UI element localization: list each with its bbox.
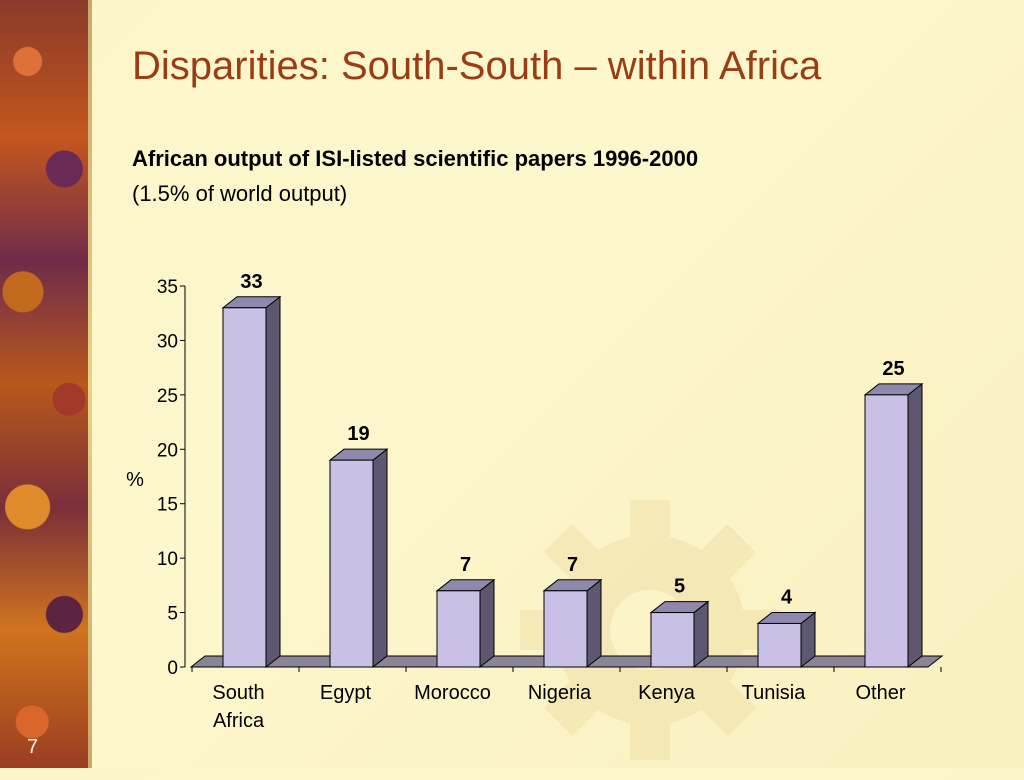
- y-tick-label: 5: [167, 604, 178, 625]
- bar: [222, 307, 267, 668]
- bar-side: [372, 448, 388, 669]
- x-category-label: Tunisia: [742, 682, 807, 704]
- x-category-label: Kenya: [638, 682, 696, 704]
- bar: [543, 590, 588, 668]
- x-category-label: Morocco: [414, 682, 491, 704]
- slide-number: 7: [27, 736, 39, 758]
- x-category-label: Africa: [213, 710, 265, 732]
- bar-side: [479, 578, 495, 669]
- data-label: 4: [781, 586, 793, 608]
- bar-side: [907, 382, 923, 669]
- slide-title: Disparities: South-South – within Africa: [132, 44, 822, 88]
- bar-side: [265, 295, 281, 669]
- x-category-label: Other: [855, 682, 905, 704]
- x-category-label: Egypt: [320, 682, 372, 704]
- x-category-label: South: [212, 682, 264, 704]
- data-label: 7: [460, 554, 471, 576]
- y-tick-label: 30: [157, 331, 178, 352]
- bar: [650, 612, 695, 668]
- data-label: 7: [567, 554, 578, 576]
- data-label: 5: [674, 576, 685, 598]
- y-axis-title: %: [126, 469, 144, 491]
- data-label: 19: [347, 423, 369, 445]
- y-tick-label: 25: [157, 386, 178, 407]
- bar: [757, 622, 802, 668]
- chart-subtitle: African output of ISI-listed scientific …: [132, 146, 699, 171]
- y-tick-label: 15: [157, 495, 178, 516]
- x-category-label: Nigeria: [528, 682, 592, 704]
- y-tick-label: 20: [157, 440, 178, 461]
- y-tick-label: 10: [157, 549, 178, 570]
- data-label: 25: [882, 358, 904, 380]
- bar: [436, 590, 481, 668]
- decorative-strip: [0, 0, 92, 768]
- bar: [329, 459, 374, 668]
- y-tick-label: 35: [157, 277, 178, 298]
- chart-subtitle-note: (1.5% of world output): [132, 181, 348, 206]
- bar: [864, 394, 909, 668]
- strip-edge: [88, 0, 92, 768]
- data-label: 33: [240, 271, 262, 293]
- bar-side: [586, 578, 602, 669]
- y-tick-label: 0: [167, 658, 178, 679]
